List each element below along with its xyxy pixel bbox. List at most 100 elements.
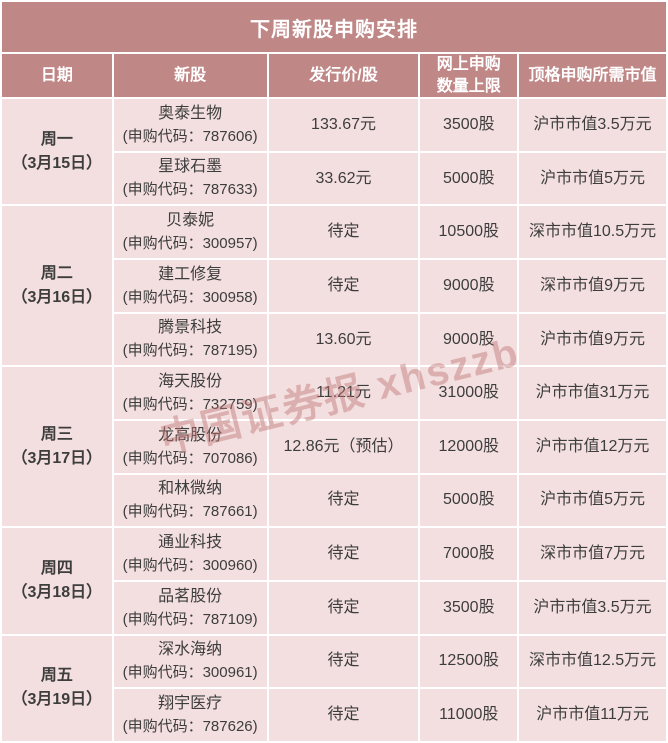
price-cell: 133.67元	[268, 99, 419, 151]
limit-cell: 7000股	[420, 528, 518, 580]
stock-code: (申购代码：732759)	[122, 395, 258, 413]
stock-cell: 龙高股份 (申购代码：707086)	[113, 421, 267, 473]
day-name: 周二	[40, 264, 73, 282]
col-header-limit: 网上申购 数量上限	[420, 54, 518, 98]
stock-cell: 品茗股份 (申购代码：787109)	[113, 581, 267, 634]
stock-name: 海天股份	[158, 372, 223, 390]
stock-code: (申购代码：787626)	[122, 717, 258, 735]
stock-code: (申购代码：787606)	[122, 127, 258, 145]
price-cell: 待定	[268, 528, 419, 580]
table-row: 周三 （3月17日） 海天股份 (申购代码：732759) 11.21元 31000股 沪市…	[2, 367, 666, 527]
table-row: 周五 （3月19日） 深水海纳 (申购代码：300961) 待定 12500股 深市市值12…	[2, 635, 666, 741]
value-cell: 深市市值10.5万元	[519, 206, 666, 259]
header-row: 日期 新股 发行价/股 网上申购 数量上限 顶格申购所需市值	[2, 54, 666, 98]
stock-name: 品茗股份	[158, 587, 223, 605]
value-cell: 沪市市值9万元	[519, 313, 666, 366]
stock-name: 和林微纳	[158, 480, 223, 498]
day-name: 周四	[40, 559, 73, 577]
price-cell: 13.60元	[268, 313, 419, 366]
limit-cell: 31000股	[420, 367, 518, 420]
limit-cell: 12500股	[420, 635, 518, 688]
limit-cell: 3500股	[420, 99, 518, 151]
stock-code: (申购代码：300960)	[122, 556, 258, 574]
stock-name: 龙高股份	[158, 426, 223, 444]
stock-cell: 贝泰妮 (申购代码：300957)	[113, 206, 267, 259]
limit-cell: 9000股	[420, 260, 518, 312]
page-title: 下周新股申购安排	[2, 2, 666, 52]
value-cell: 沪市市值5万元	[519, 474, 666, 527]
stock-code: (申购代码：787661)	[122, 503, 258, 521]
col-header-limit-line1: 网上申购	[436, 56, 501, 73]
value-cell: 沪市市值3.5万元	[519, 99, 666, 151]
stock-name: 深水海纳	[158, 641, 223, 659]
day-name: 周五	[40, 667, 73, 685]
limit-cell: 10500股	[420, 206, 518, 259]
stock-code: (申购代码：787633)	[122, 181, 258, 199]
day-cell: 周二 （3月16日）	[2, 206, 112, 366]
price-cell: 待定	[268, 260, 419, 312]
stock-name: 星球石墨	[158, 158, 223, 176]
limit-cell: 3500股	[420, 581, 518, 634]
limit-cell: 5000股	[420, 474, 518, 527]
day-date: （3月19日）	[11, 691, 103, 709]
day-cell: 周三 （3月17日）	[2, 367, 112, 527]
price-cell: 待定	[268, 206, 419, 259]
stock-name: 奥泰生物	[158, 104, 223, 122]
table-row: 腾景科技 (申购代码：787195) 13.60元 9000股 沪市市值9万元	[2, 313, 666, 366]
table-row: 周二 （3月16日） 贝泰妮 (申购代码：300957) 待定 10500股 深市市值10.…	[2, 206, 666, 366]
stock-name: 通业科技	[158, 533, 223, 551]
value-cell: 沪市市值3.5万元	[519, 581, 666, 634]
price-cell: 待定	[268, 474, 419, 527]
stock-name: 建工修复	[158, 265, 223, 283]
value-cell: 沪市市值5万元	[519, 152, 666, 205]
day-name: 周一	[40, 130, 73, 148]
stock-code: (申购代码：300958)	[122, 288, 258, 306]
col-header-stock: 新股	[113, 54, 267, 98]
table-row: 翔宇医疗 (申购代码：787626) 待定 11000股 沪市市值11万元	[2, 689, 666, 741]
stock-cell: 深水海纳 (申购代码：300961)	[113, 635, 267, 688]
value-cell: 沪市市值31万元	[519, 367, 666, 420]
price-cell: 33.62元	[268, 152, 419, 205]
stock-name: 腾景科技	[158, 319, 223, 337]
table-row: 龙高股份 (申购代码：707086) 12.86元（预估） 12000股 沪市市值12万…	[2, 421, 666, 473]
price-cell: 待定	[268, 581, 419, 634]
stock-code: (申购代码：300961)	[122, 664, 258, 682]
stock-code: (申购代码：787109)	[122, 610, 258, 628]
price-cell: 待定	[268, 635, 419, 688]
stock-cell: 奥泰生物 (申购代码：787606)	[113, 99, 267, 151]
stock-cell: 通业科技 (申购代码：300960)	[113, 528, 267, 580]
table-row: 周四 （3月18日） 通业科技 (申购代码：300960) 待定 7000股 深市市值7万元	[2, 528, 666, 634]
table-row: 品茗股份 (申购代码：787109) 待定 3500股 沪市市值3.5万元	[2, 581, 666, 634]
col-header-price: 发行价/股	[268, 54, 419, 98]
day-date: （3月16日）	[11, 288, 103, 306]
day-cell: 周五 （3月19日）	[2, 635, 112, 741]
stock-cell: 海天股份 (申购代码：732759)	[113, 367, 267, 420]
table-body: 周一 （3月15日） 奥泰生物 (申购代码：787606) 133.67元 3500股 沪市…	[2, 99, 666, 741]
stock-code: (申购代码：787195)	[122, 342, 258, 360]
day-date: （3月15日）	[11, 154, 103, 172]
col-header-value: 顶格申购所需市值	[519, 54, 666, 98]
stock-cell: 建工修复 (申购代码：300958)	[113, 260, 267, 312]
value-cell: 深市市值7万元	[519, 528, 666, 580]
limit-cell: 9000股	[420, 313, 518, 366]
table-row: 建工修复 (申购代码：300958) 待定 9000股 深市市值9万元	[2, 260, 666, 312]
stock-code: (申购代码：300957)	[122, 235, 258, 253]
day-cell: 周四 （3月18日）	[2, 528, 112, 634]
schedule-table: 日期 新股 发行价/股 网上申购 数量上限 顶格申购所需市值 周一 （3月15日）…	[0, 52, 668, 743]
day-cell: 周一 （3月15日）	[2, 99, 112, 205]
day-date: （3月18日）	[11, 583, 103, 601]
col-header-date: 日期	[2, 54, 112, 98]
price-cell: 待定	[268, 689, 419, 741]
stock-cell: 翔宇医疗 (申购代码：787626)	[113, 689, 267, 741]
stock-code: (申购代码：707086)	[122, 449, 258, 467]
limit-cell: 5000股	[420, 152, 518, 205]
value-cell: 沪市市值11万元	[519, 689, 666, 741]
limit-cell: 11000股	[420, 689, 518, 741]
stock-name: 贝泰妮	[166, 212, 215, 230]
stock-cell: 星球石墨 (申购代码：787633)	[113, 152, 267, 205]
stock-cell: 和林微纳 (申购代码：787661)	[113, 474, 267, 527]
stock-name: 翔宇医疗	[158, 694, 223, 712]
day-date: （3月17日）	[11, 449, 103, 467]
price-cell: 12.86元（预估）	[268, 421, 419, 473]
